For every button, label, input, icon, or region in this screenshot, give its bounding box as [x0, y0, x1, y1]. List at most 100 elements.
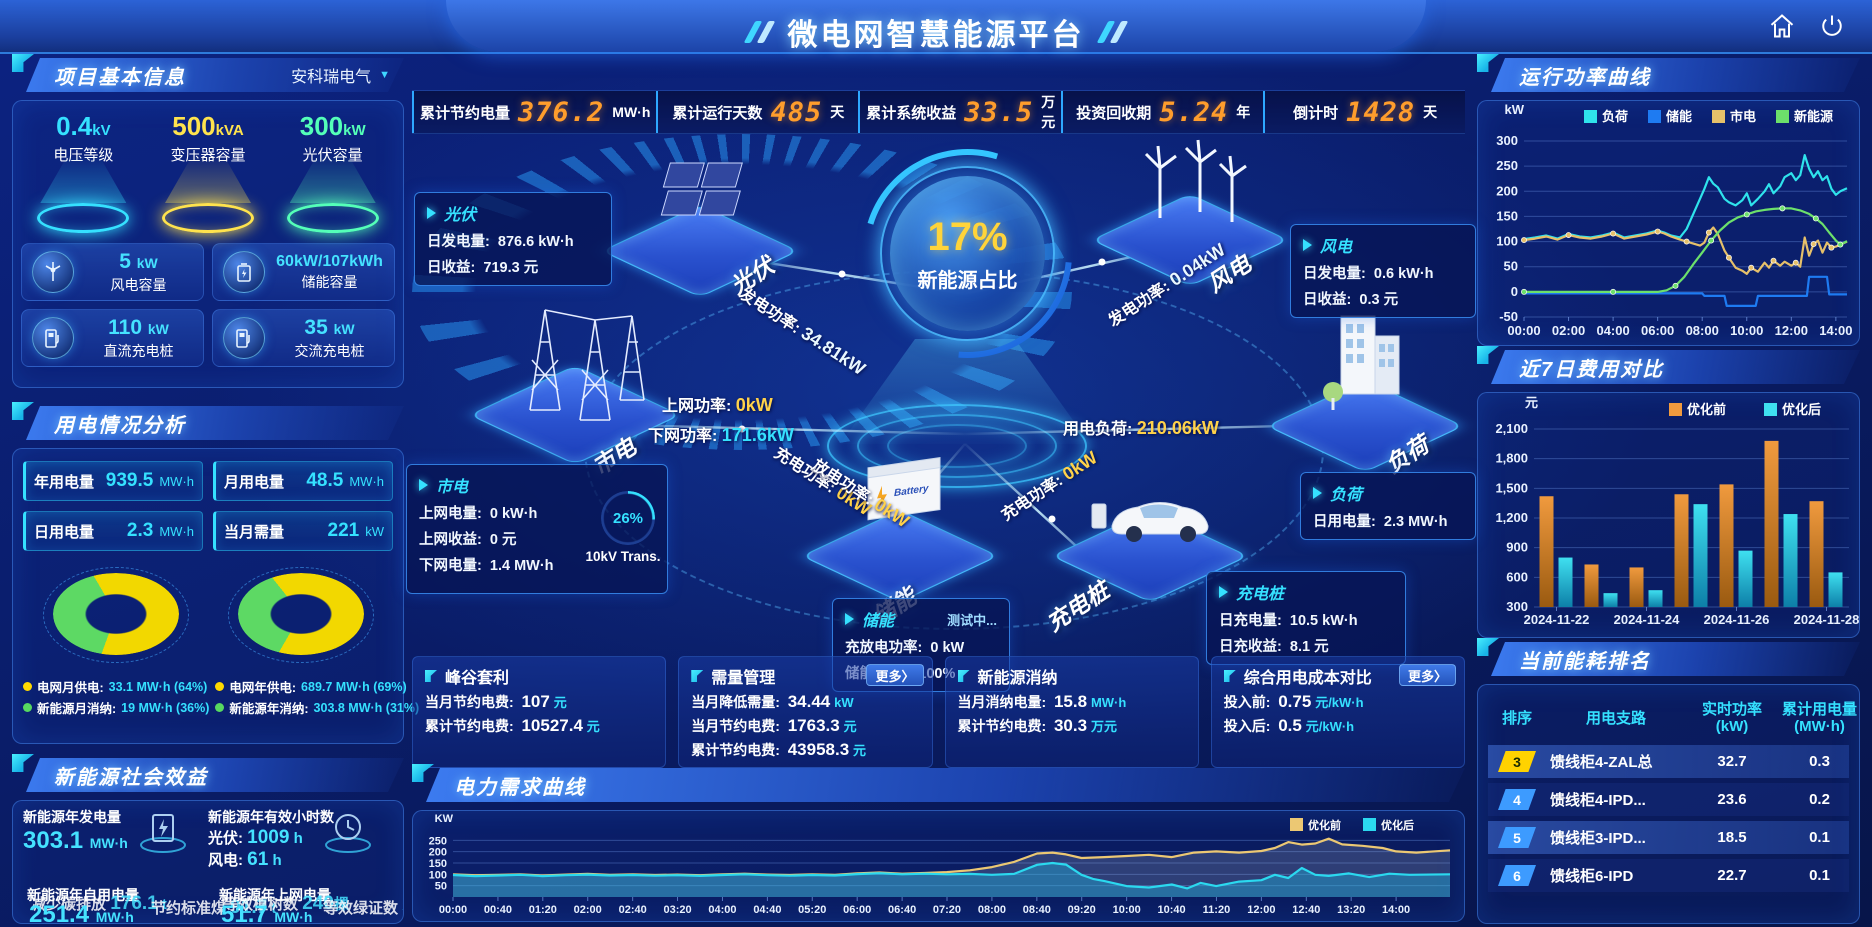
ranking-header: 排序 [1501, 709, 1532, 727]
play-icon [427, 207, 436, 219]
donut-legend-item: 新能源年消纳: 303.8 MW·h (31%) [215, 698, 419, 717]
benefit-hours: 新能源年有效小时数 光伏: 1009 h 风电: 61 h [208, 807, 393, 871]
svg-text:150: 150 [429, 858, 447, 870]
title-slashes-right [1096, 21, 1129, 43]
panel-usage-analysis: 用电情况分析 年用电量 939.5 MW·h 月用电量 48.5 MW·h 日用电量 2.… [12, 402, 419, 744]
kpi-item: 累计系统收益 33.5 万元 [858, 91, 1061, 133]
benefit-generation: 新能源年发电量 303.1 MW·h [23, 807, 208, 871]
more-button[interactable]: 更多〉 [1398, 664, 1456, 686]
node-charger[interactable]: 充电桩 [1040, 460, 1260, 636]
title-group: 微电网智慧能源平台 [743, 10, 1129, 54]
ranking-headers: 排序 用电支路 实时功率 (kW) 累计用电量 (MW·h) [1488, 695, 1857, 745]
renewable-share-label: 新能源占比 [917, 269, 1018, 292]
info-row: 下网电量: 1.4 MW·h [419, 558, 554, 574]
card-corner-icon [1223, 670, 1236, 682]
grid-info-box: 市电 上网电量: 0 kW·h 上网收益: 0 元下网电量: 1.4 MW·h 2… [406, 464, 668, 594]
donut-legend-item: 电网年供电: 689.7 MW·h (69%) [215, 677, 419, 696]
svg-text:12:00: 12:00 [1775, 323, 1808, 338]
svg-text:优化前: 优化前 [1308, 818, 1341, 832]
summary-card: 综合用电成本对比 更多〉 投入前: 0.75 元/kW·h 投入后: 0.5 元/… [1210, 656, 1465, 768]
svg-text:2,100: 2,100 [1495, 421, 1528, 436]
svg-text:储能: 储能 [1665, 109, 1692, 124]
battery-container-icon: Battery [867, 457, 941, 521]
benefit-self-label: 新能源年自用电量 [27, 887, 139, 903]
svg-text:100: 100 [1496, 234, 1518, 249]
node-pv[interactable]: 光伏 [590, 155, 810, 325]
svg-text:900: 900 [1506, 540, 1528, 555]
flow-label-from_grid: 下网功率: 171.6kW [648, 425, 794, 445]
card-row: 投入前: 0.75 元/kW·h [1223, 692, 1364, 711]
svg-text:04:00: 04:00 [708, 904, 736, 916]
cost-compare-chart: 300 600 900 1,200 1,500 1,800 2,100 元 2024-11-22… [1478, 393, 1859, 637]
benefit-feed-label: 新能源年上网电量 [219, 887, 331, 903]
info-row: 日充电量: 10.5 kW·h [1219, 613, 1358, 629]
dc-charger-icon [32, 317, 74, 359]
card-row: 累计节约电费: 30.3 万元 [957, 716, 1117, 735]
summary-card: 新能源消纳 当月消纳电量: 15.8 MW·h 累计节约电费: 30.3 万元 [944, 656, 1199, 768]
legend-dot [215, 682, 225, 691]
renewable-share-hub: 17% 新能源占比 [820, 106, 1115, 401]
svg-text:03:20: 03:20 [663, 904, 691, 916]
capacity-card: 5 kW 风电容量 [21, 243, 204, 301]
panel-title: 用电情况分析 [54, 414, 186, 437]
solar-panel-icon [660, 162, 743, 216]
kpi-bar: 累计节约电量 376.2 MW·h 累计运行天数 485 天 累计系统收益 33… [412, 90, 1465, 134]
node-grid[interactable]: 市电 [440, 280, 700, 480]
home-icon[interactable] [1768, 12, 1796, 40]
card-row: 当月降低需量: 34.44 kW [691, 692, 854, 711]
demand-curve-chart: 50 100 150 200 250 00:00 00:40 01:20 02:00 02:40 0… [413, 811, 1464, 921]
svg-text:2024-11-28: 2024-11-28 [1794, 612, 1859, 627]
svg-text:1,200: 1,200 [1495, 510, 1528, 525]
svg-text:12:00: 12:00 [1247, 904, 1275, 916]
svg-text:1,500: 1,500 [1495, 480, 1528, 495]
play-icon [419, 479, 428, 491]
page-title: 微电网智慧能源平台 [787, 19, 1085, 52]
benefit-gen-label: 新能源年发电量 [23, 809, 121, 825]
svg-text:14:00: 14:00 [1819, 323, 1852, 338]
node-storage[interactable]: Battery 储能 [790, 457, 1010, 630]
capacity-card: 35 kW 交流充电桩 [212, 309, 395, 367]
building-icon [1323, 315, 1400, 410]
ranking-row: 3 馈线柜4-ZAL总 32.7 0.3 [1488, 745, 1849, 778]
panel-demand-curve: 电力需求曲线 50 100 150 200 250 00:00 00:40 01:20 02:0… [412, 764, 1465, 922]
wind-turbine-icon [1144, 139, 1247, 222]
play-icon [1219, 586, 1228, 598]
panel-power-curve: 运行功率曲线 -50 0 50 100 150 200 250 300 00:00 02:00 04… [1477, 54, 1860, 346]
svg-text:02:00: 02:00 [1552, 323, 1585, 338]
wind-hours-value: 61 [247, 849, 269, 870]
svg-text:kW: kW [1505, 102, 1525, 117]
chevron-down-icon: ▼ [379, 69, 390, 81]
panel-title: 电力需求曲线 [454, 776, 586, 799]
svg-text:200: 200 [429, 847, 447, 859]
svg-text:04:40: 04:40 [753, 904, 781, 916]
ranking-row: 4 馈线柜4-IPD... 23.6 0.2 [1488, 783, 1849, 816]
svg-text:600: 600 [1506, 569, 1528, 584]
svg-text:04:00: 04:00 [1596, 323, 1629, 338]
capacity-pedestal: 0.4kV 电压等级 [21, 111, 146, 239]
svg-text:50: 50 [1504, 259, 1518, 274]
node-wind[interactable]: 风电 [1080, 139, 1300, 310]
svg-text:12:40: 12:40 [1292, 904, 1320, 916]
company-selector[interactable]: 安科瑞电气 ▼ [291, 63, 390, 87]
summary-card: 需量管理 更多〉 当月降低需量: 34.44 kW 当月节约电费: 1763.3 … [678, 656, 933, 768]
node-load[interactable]: 负荷 [1255, 315, 1475, 490]
svg-text:10:00: 10:00 [1730, 323, 1763, 338]
storage-status-badge: 测试中... [947, 612, 997, 628]
donut-legend-item: 电网月供电: 33.1 MW·h (64%) [23, 677, 209, 696]
ranking-row: 6 馈线柜6-IPD 22.7 0.1 [1488, 859, 1849, 892]
svg-text:0: 0 [1511, 284, 1518, 299]
month-donut [41, 565, 191, 669]
panel-project-info: 项目基本信息 安科瑞电气 ▼ 0.4kV 电压等级 500kVA 变压器容量 3… [12, 54, 404, 388]
panel-title: 运行功率曲线 [1519, 66, 1651, 89]
pv-hours-value: 1009 [247, 827, 290, 848]
panel-corner-icon [1477, 638, 1499, 656]
more-button[interactable]: 更多〉 [866, 664, 924, 686]
card-row: 投入后: 0.5 元/kW·h [1223, 716, 1355, 735]
svg-text:08:00: 08:00 [1686, 323, 1719, 338]
legend-dot [23, 703, 32, 712]
power-towers-icon [529, 309, 645, 421]
power-icon[interactable] [1818, 12, 1846, 40]
ranking-row: 5 馈线柜3-IPD... 18.5 0.1 [1488, 821, 1849, 854]
svg-text:00:40: 00:40 [484, 904, 512, 916]
play-icon [1303, 239, 1312, 251]
